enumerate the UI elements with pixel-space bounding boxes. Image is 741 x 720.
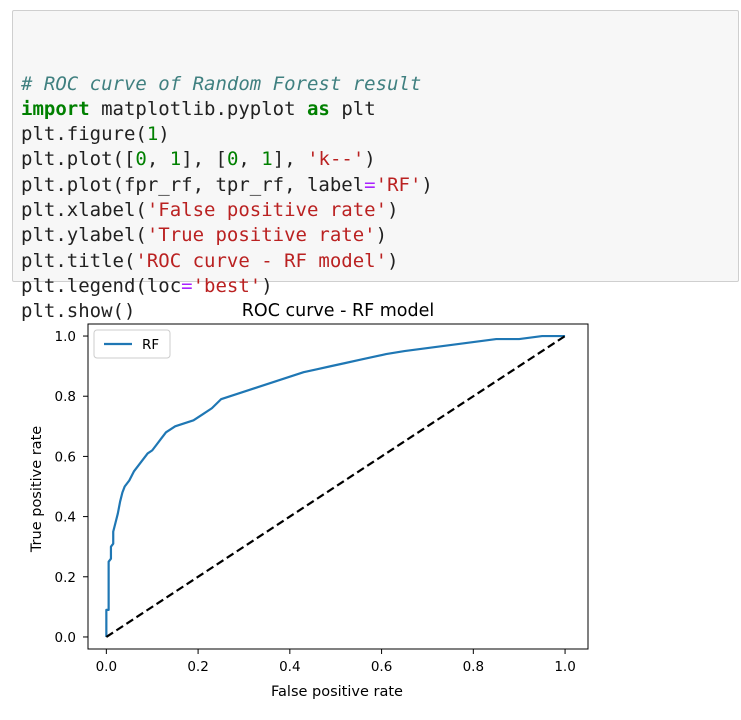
code-token: plt.plot([ xyxy=(21,148,136,171)
code-line: # ROC curve of Random Forest result xyxy=(21,72,738,97)
code-token: ) xyxy=(421,173,433,196)
code-token: plt.plot(fpr_rf, tpr_rf, label xyxy=(21,173,365,196)
code-line: plt.figure(1) xyxy=(21,122,738,147)
code-token: ) xyxy=(387,199,399,222)
code-line: import matplotlib.pyplot as plt xyxy=(21,97,738,122)
code-line: plt.show() xyxy=(21,299,738,324)
code-token: 'RF' xyxy=(375,173,422,196)
code-token: 1 xyxy=(146,123,159,146)
code-token: = xyxy=(364,173,376,196)
y-tick-label: 0.6 xyxy=(55,449,76,465)
code-token: 1 xyxy=(261,148,273,171)
code-token: plt.ylabel( xyxy=(21,224,147,247)
x-tick-label: 0.0 xyxy=(96,659,117,675)
code-token: # ROC curve of Random Forest result xyxy=(21,72,422,95)
roc-chart: ROC curve - RF model False positive rate… xyxy=(0,290,741,715)
code-line: plt.title('ROC curve - RF model') xyxy=(21,249,738,274)
code-token: plt.xlabel( xyxy=(21,199,147,222)
code-token: ], [ xyxy=(181,148,227,171)
code-token: ) xyxy=(261,274,273,297)
code-token: 'k--' xyxy=(307,148,365,171)
y-tick-label: 0.8 xyxy=(55,389,76,405)
code-line: plt.legend(loc='best') xyxy=(21,274,738,299)
y-axis-label: True positive rate xyxy=(29,426,45,553)
y-tick-label: 1.0 xyxy=(55,329,76,345)
code-line: plt.xlabel('False positive rate') xyxy=(21,198,738,223)
chart-title: ROC curve - RF model xyxy=(242,301,434,321)
y-tick-label: 0.4 xyxy=(55,510,76,526)
code-token: = xyxy=(181,274,193,297)
code-token: ) xyxy=(387,249,399,272)
code-token: matplotlib.pyplot xyxy=(89,97,307,120)
chance-line xyxy=(105,335,566,638)
code-token: import xyxy=(21,97,90,120)
code-token: ) xyxy=(364,148,376,171)
code-cell[interactable]: # ROC curve of Random Forest result impor… xyxy=(12,10,739,322)
code-token: 'best' xyxy=(192,274,262,297)
x-tick-label: 1.0 xyxy=(554,659,575,675)
code-token: 0 xyxy=(226,148,239,171)
plot-frame xyxy=(87,323,589,650)
code-line: plt.plot([0, 1], [0, 1], 'k--') xyxy=(21,147,738,172)
code-token: ) xyxy=(158,123,170,146)
code-token: ], xyxy=(272,148,308,171)
roc-curve-rf xyxy=(105,334,566,637)
code-token: 0 xyxy=(135,148,147,171)
x-tick-label: 0.4 xyxy=(279,659,300,675)
code-token: plt xyxy=(329,97,376,120)
code-token: 'ROC curve - RF model' xyxy=(135,249,388,272)
plot-area: 0.0 0.2 0.4 0.6 0.8 1.0 0.0 0.2 0.4 0.6 0.8 1.0 RF xyxy=(55,323,589,675)
x-axis-label: False positive rate xyxy=(271,684,403,700)
legend-label: RF xyxy=(142,337,159,353)
code-token: plt.title( xyxy=(21,249,136,272)
code-token: , xyxy=(146,148,170,171)
code-token: as xyxy=(306,97,330,120)
code-token: plt.figure( xyxy=(21,123,147,146)
code-token: ) xyxy=(375,224,388,247)
code-token: , xyxy=(238,148,262,171)
chart-svg: ROC curve - RF model False positive rate… xyxy=(29,301,589,700)
code-token: plt.show() xyxy=(21,300,136,323)
y-tick-label: 0.2 xyxy=(55,570,76,586)
code-token: plt.legend(loc xyxy=(21,274,182,297)
code-token: 1 xyxy=(169,148,182,171)
x-tick-label: 0.8 xyxy=(463,659,484,675)
code-token: 'False positive rate' xyxy=(146,199,388,222)
y-tick-label: 0.0 xyxy=(55,630,76,646)
code-line: plt.ylabel('True positive rate') xyxy=(21,223,738,248)
code-lines: # ROC curve of Random Forest result impor… xyxy=(21,72,738,325)
x-tick-label: 0.2 xyxy=(187,659,208,675)
code-line: plt.plot(fpr_rf, tpr_rf, label='RF') xyxy=(21,173,738,198)
code-token: 'True positive rate' xyxy=(146,224,376,247)
x-tick-label: 0.6 xyxy=(371,659,392,675)
